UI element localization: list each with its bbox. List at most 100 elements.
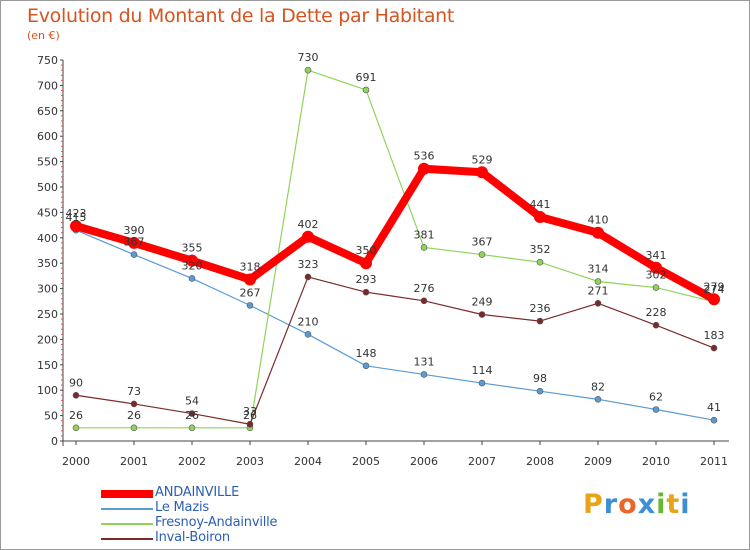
data-point-le-mazis-2004 [304,331,312,338]
data-label-andainville-2002: 355 [182,242,203,255]
data-point-andainville-2008 [534,210,546,223]
x-tick-label-2009: 2009 [584,455,612,468]
legend-label-fresnoy-andainville: Fresnoy-Andainville [155,515,278,530]
data-point-le-mazis-2008 [536,387,544,395]
data-point-fresnoy-andainville-2010 [652,284,660,291]
data-label-fresnoy-andainville-2001: 26 [127,409,141,422]
data-label-inval-boiron-2008: 236 [530,302,551,315]
data-point-inval-boiron-2006 [420,297,428,305]
series-line-fresnoy-andainville [75,69,715,429]
y-tick-label-0: 0 [51,435,58,448]
data-label-andainville-2008: 441 [530,198,551,211]
y-tick-label-600: 600 [37,130,58,143]
data-label-inval-boiron-2003: 33 [243,405,257,418]
data-point-andainville-2007 [476,166,488,179]
x-tick-label-2001: 2001 [120,455,148,468]
x-tick-label-2002: 2002 [178,455,206,468]
data-label-fresnoy-andainville-2004: 730 [298,51,319,64]
data-point-andainville-2006 [418,162,430,175]
data-label-inval-boiron-2010: 228 [646,306,667,319]
data-label-fresnoy-andainville-2000: 26 [69,409,83,422]
series-line-inval-boiron [75,276,715,425]
data-label-fresnoy-andainville-2010: 302 [646,269,667,282]
y-tick-label-300: 300 [37,283,58,296]
data-point-inval-boiron-2002 [188,410,196,417]
data-point-andainville-2005 [360,257,372,270]
data-label-le-mazis-2007: 114 [472,364,493,377]
data-label-andainville-2006: 536 [414,150,435,163]
data-label-fresnoy-andainville-2011: 274 [704,283,725,296]
data-point-andainville-2009 [592,226,604,239]
data-label-andainville-2007: 529 [472,153,493,166]
data-label-le-mazis-2009: 82 [591,380,605,393]
logo-letter: r [603,489,619,520]
x-tick-label-2010: 2010 [642,455,670,468]
y-tick-label-200: 200 [37,333,58,346]
data-point-le-mazis-2001 [130,251,138,258]
data-point-le-mazis-2005 [362,362,370,370]
data-point-inval-boiron-2010 [652,321,660,329]
data-point-le-mazis-2010 [652,406,660,413]
data-label-fresnoy-andainville-2002: 26 [185,409,199,422]
y-tick-label-450: 450 [37,206,58,219]
x-tick-label-2003: 2003 [236,455,264,468]
data-point-andainville-2003 [244,273,256,286]
legend-item-andainville: ANDAINVILLE [101,485,341,501]
data-label-le-mazis-2011: 41 [707,401,721,414]
legend-swatch-le-mazis [101,508,153,510]
data-label-andainville-2005: 350 [356,244,377,257]
data-label-inval-boiron-2001: 73 [127,385,141,398]
data-point-le-mazis-2007 [478,379,486,387]
data-point-fresnoy-andainville-2009 [594,278,602,285]
data-label-inval-boiron-2000: 90 [69,376,83,389]
data-label-andainville-2010: 341 [646,249,667,262]
data-point-inval-boiron-2011 [710,344,718,352]
data-point-inval-boiron-2000 [72,391,80,399]
data-label-andainville-2011: 279 [704,280,725,293]
series-line-andainville [72,164,718,304]
y-tick-label-150: 150 [37,359,58,372]
data-label-andainville-2004: 402 [298,218,319,231]
data-point-le-mazis-2009 [594,396,602,403]
data-point-andainville-2000 [70,220,82,233]
data-point-fresnoy-andainville-2001 [130,424,138,432]
data-label-inval-boiron-2004: 323 [298,258,319,271]
data-point-inval-boiron-2005 [362,288,370,296]
legend: ANDAINVILLE Le Mazis Fresnoy-Andainville… [101,485,341,546]
x-tick-label-2004: 2004 [294,455,322,468]
x-tick-label-2011: 2011 [700,455,728,468]
data-label-andainville-2003: 318 [240,260,261,273]
data-point-andainville-2001 [128,236,140,249]
logo-letter: P [583,489,604,520]
logo-letter: o [618,489,638,520]
data-point-inval-boiron-2003 [246,420,254,428]
data-point-le-mazis-2006 [420,371,428,378]
data-point-le-mazis-2002 [188,275,196,282]
x-tick-label-2006: 2006 [410,455,438,468]
data-label-le-mazis-2005: 148 [356,347,377,360]
legend-label-le-mazis: Le Mazis [155,500,209,515]
data-label-andainville-2000: 423 [66,207,87,220]
data-point-andainville-2011 [708,293,720,306]
legend-label-andainville: ANDAINVILLE [155,485,240,500]
data-label-fresnoy-andainville-2006: 381 [414,228,435,241]
x-tick-label-2008: 2008 [526,455,554,468]
y-tick-label-650: 650 [37,105,58,118]
data-label-andainville-2009: 410 [588,214,609,227]
data-point-andainville-2010 [650,261,662,274]
proxiti-logo: Proxiti [583,489,691,520]
data-label-inval-boiron-2006: 276 [414,282,435,295]
chart-subtitle: (en €) [27,29,60,42]
data-point-fresnoy-andainville-2007 [478,251,486,258]
legend-swatch-fresnoy-andainville [101,523,153,525]
x-tick-label-2005: 2005 [352,455,380,468]
y-tick-label-500: 500 [37,181,58,194]
data-label-inval-boiron-2007: 249 [472,296,493,309]
data-point-le-mazis-2011 [710,416,718,424]
data-point-fresnoy-andainville-2005 [362,86,370,94]
data-label-inval-boiron-2009: 271 [588,284,609,297]
data-point-inval-boiron-2008 [536,317,544,325]
x-tick-label-2000: 2000 [62,455,90,468]
data-label-fresnoy-andainville-2009: 314 [588,262,609,275]
